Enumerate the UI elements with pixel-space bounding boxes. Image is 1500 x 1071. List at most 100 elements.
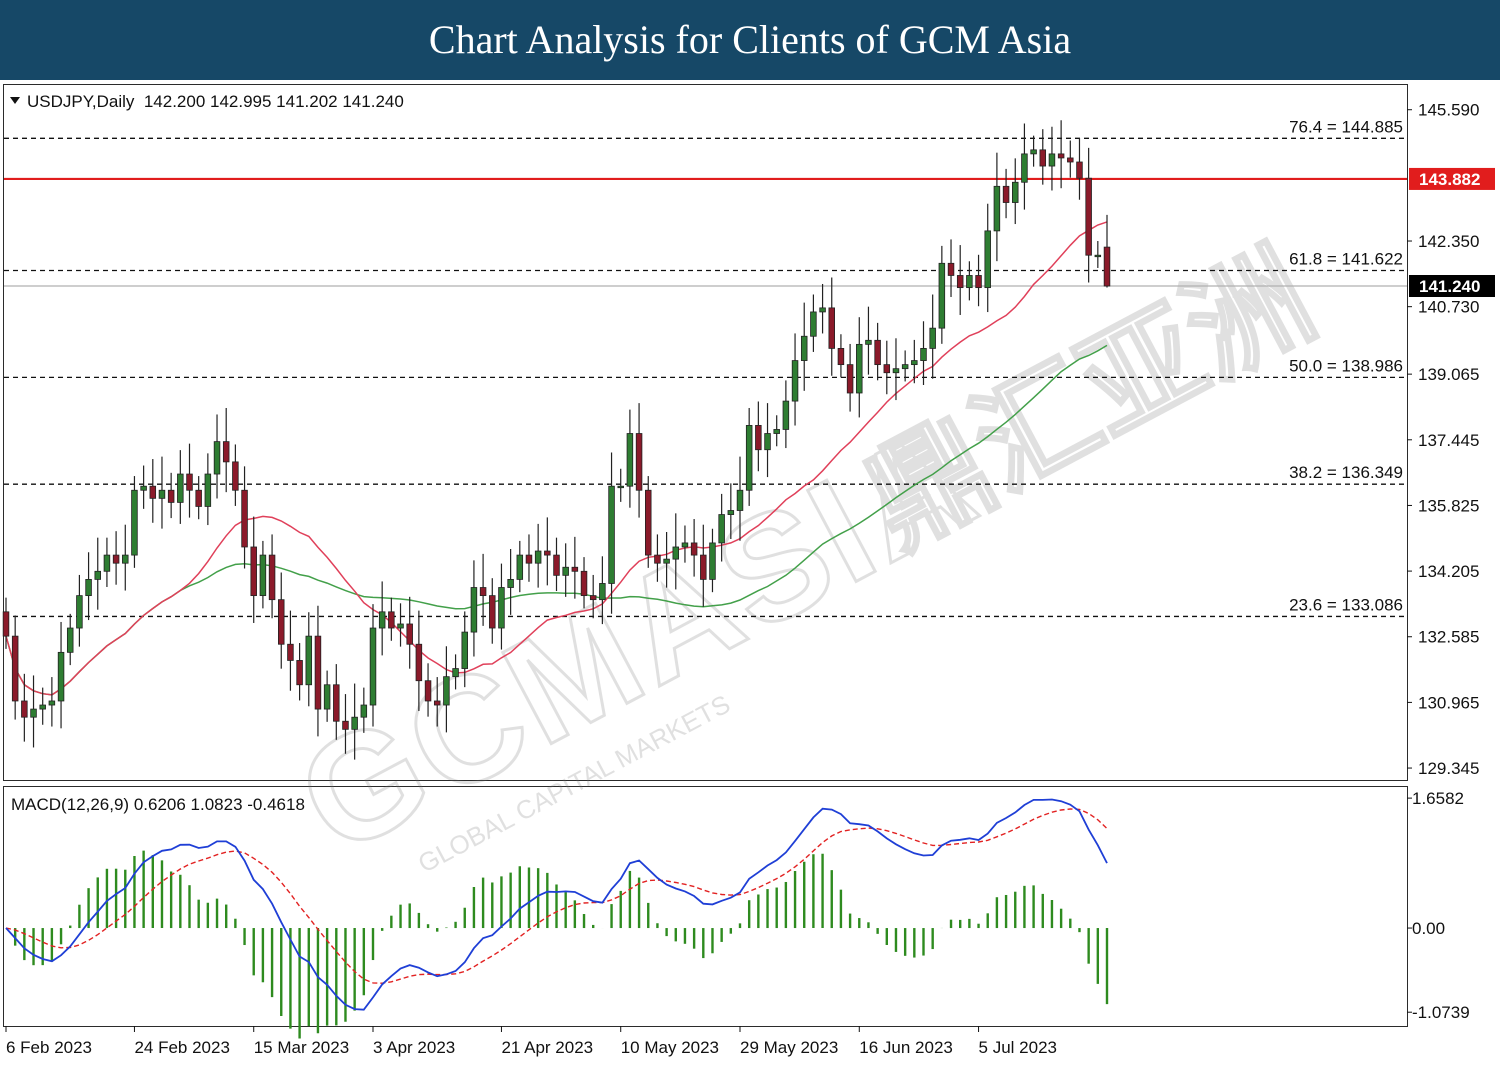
candle-body (479, 587, 487, 597)
candle-body (828, 307, 835, 349)
candle-body (635, 433, 643, 491)
candle-body (911, 360, 918, 366)
candle-body (599, 583, 606, 601)
candle-body (626, 433, 634, 487)
candle-body (690, 542, 698, 556)
candle-body (305, 635, 313, 686)
candle-body (11, 635, 19, 702)
fib-label-23.6: 23.6 = 133.086 (1289, 595, 1403, 614)
candle-body (57, 651, 65, 702)
candle-body (195, 489, 202, 507)
banner: Chart Analysis for Clients of GCM Asia (0, 0, 1500, 80)
candle-body (39, 704, 46, 710)
candle-body (452, 668, 459, 678)
date-axis-label: 21 Apr 2023 (501, 1038, 593, 1057)
candle-body (800, 335, 808, 361)
candle-body (415, 643, 423, 682)
candle-body (938, 262, 946, 329)
price-axis-label: 142.350 (1418, 232, 1479, 251)
candle-body (516, 554, 524, 580)
candle-body (856, 343, 863, 394)
candle-body (782, 400, 790, 430)
candle-body (433, 700, 441, 706)
candle-body (553, 554, 560, 576)
fib-label-38.2: 38.2 = 136.349 (1289, 463, 1403, 482)
candle-body (727, 510, 735, 515)
candle-body (30, 708, 37, 718)
candle-body (865, 339, 872, 345)
candle-body (681, 542, 689, 548)
candle-body (489, 595, 496, 629)
candle-body (186, 473, 193, 491)
candle-body (1021, 153, 1028, 183)
price-axis-label: 132.585 (1418, 628, 1479, 647)
macd-axis-label: -1.0739 (1412, 1003, 1470, 1022)
candle-body (819, 307, 826, 313)
price-axis-label: 129.345 (1418, 759, 1479, 778)
resistance-tag-label: 143.882 (1419, 170, 1480, 189)
candle-body (406, 623, 413, 645)
candle-body (700, 554, 707, 580)
candle-body (718, 514, 725, 544)
candle-body (1048, 153, 1056, 167)
date-axis-label: 6 Feb 2023 (6, 1038, 92, 1057)
symbol-header: USDJPY,Daily 142.200 142.995 141.202 141… (10, 92, 404, 111)
fib-label-50.0: 50.0 = 138.986 (1289, 356, 1403, 375)
candle-body (213, 441, 221, 475)
candle-body (736, 489, 744, 511)
symbol-header-text: USDJPY,Daily 142.200 142.995 141.202 141… (27, 92, 404, 111)
price-chart[interactable]: GCMASIA 鼎汇亚洲 GLOBAL CAPITAL MARKETS 76.4… (0, 80, 1500, 1071)
candle-body (122, 554, 129, 564)
macd-signal-line (5, 808, 1108, 984)
candle-body (149, 485, 157, 499)
candle-body (323, 684, 331, 710)
candle-body (278, 599, 285, 645)
candle-body (562, 566, 569, 576)
fib-label-76.4: 76.4 = 144.885 (1289, 117, 1403, 136)
candle-body (296, 660, 303, 686)
candle-body (589, 595, 597, 601)
banner-title: Chart Analysis for Clients of GCM Asia (428, 17, 1072, 62)
candle-body (810, 311, 817, 337)
candle-body (993, 185, 1001, 232)
candle-body (571, 566, 579, 572)
candle-body (222, 441, 230, 463)
candle-body (314, 635, 322, 710)
candle-body (1067, 157, 1074, 163)
candle-body (672, 546, 680, 560)
candle-body (360, 704, 368, 718)
macd-line (5, 798, 1108, 1011)
candle-body (112, 554, 120, 564)
candle-body (498, 587, 505, 629)
candle-body (709, 542, 716, 580)
candle-body (470, 587, 478, 633)
candle-body (1076, 161, 1083, 179)
candle-body (1030, 149, 1037, 155)
candle-body (21, 700, 28, 718)
candle-body (378, 611, 386, 629)
candle-body (250, 546, 257, 597)
candle-body (287, 643, 294, 661)
candle-body (975, 275, 982, 289)
candle-body (608, 485, 615, 584)
candle-body (617, 485, 624, 489)
candle-body (947, 262, 955, 276)
candle-body (158, 489, 166, 499)
price-axis-label: 139.065 (1418, 365, 1479, 384)
candle-body (1103, 246, 1111, 287)
candle-body (901, 364, 909, 370)
price-axis-label: 140.730 (1418, 298, 1479, 317)
candle-body (342, 720, 349, 730)
triangle-down-icon[interactable] (10, 97, 20, 104)
candle-body (461, 631, 468, 669)
candle-body (140, 485, 147, 491)
date-axis-label: 3 Apr 2023 (373, 1038, 455, 1057)
price-panel-frame (3, 84, 1408, 781)
candle-body (966, 275, 973, 289)
current-price-tag-bg (1409, 275, 1495, 298)
candle-body (351, 716, 358, 730)
candle-body (764, 433, 771, 451)
candle-body (76, 595, 83, 629)
candle-body (654, 554, 661, 564)
candle-body (2, 611, 10, 637)
